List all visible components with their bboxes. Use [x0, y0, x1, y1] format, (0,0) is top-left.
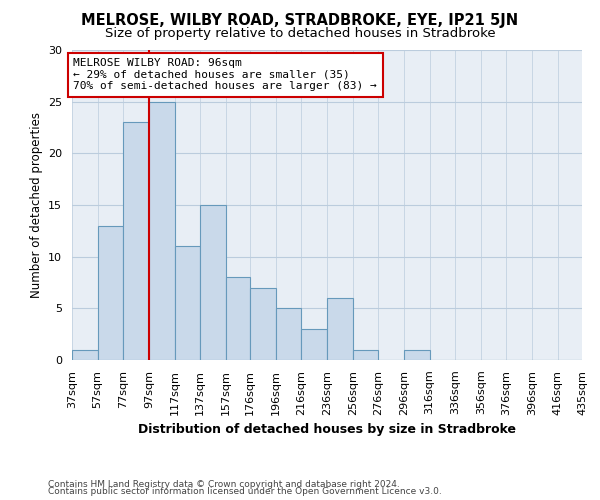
Bar — [123, 122, 149, 360]
Bar — [149, 102, 175, 360]
Bar — [72, 350, 98, 360]
Text: MELROSE WILBY ROAD: 96sqm
← 29% of detached houses are smaller (35)
70% of semi-: MELROSE WILBY ROAD: 96sqm ← 29% of detac… — [73, 58, 377, 92]
Bar — [250, 288, 276, 360]
Bar — [327, 298, 353, 360]
Bar — [226, 278, 250, 360]
Text: Contains HM Land Registry data © Crown copyright and database right 2024.: Contains HM Land Registry data © Crown c… — [48, 480, 400, 489]
Bar — [404, 350, 430, 360]
Text: Contains public sector information licensed under the Open Government Licence v3: Contains public sector information licen… — [48, 487, 442, 496]
Bar — [98, 226, 123, 360]
Y-axis label: Number of detached properties: Number of detached properties — [29, 112, 43, 298]
Bar — [301, 329, 327, 360]
X-axis label: Distribution of detached houses by size in Stradbroke: Distribution of detached houses by size … — [138, 423, 516, 436]
Bar — [276, 308, 301, 360]
Bar — [200, 205, 226, 360]
Bar — [175, 246, 200, 360]
Bar — [353, 350, 378, 360]
Text: MELROSE, WILBY ROAD, STRADBROKE, EYE, IP21 5JN: MELROSE, WILBY ROAD, STRADBROKE, EYE, IP… — [82, 12, 518, 28]
Text: Size of property relative to detached houses in Stradbroke: Size of property relative to detached ho… — [104, 28, 496, 40]
